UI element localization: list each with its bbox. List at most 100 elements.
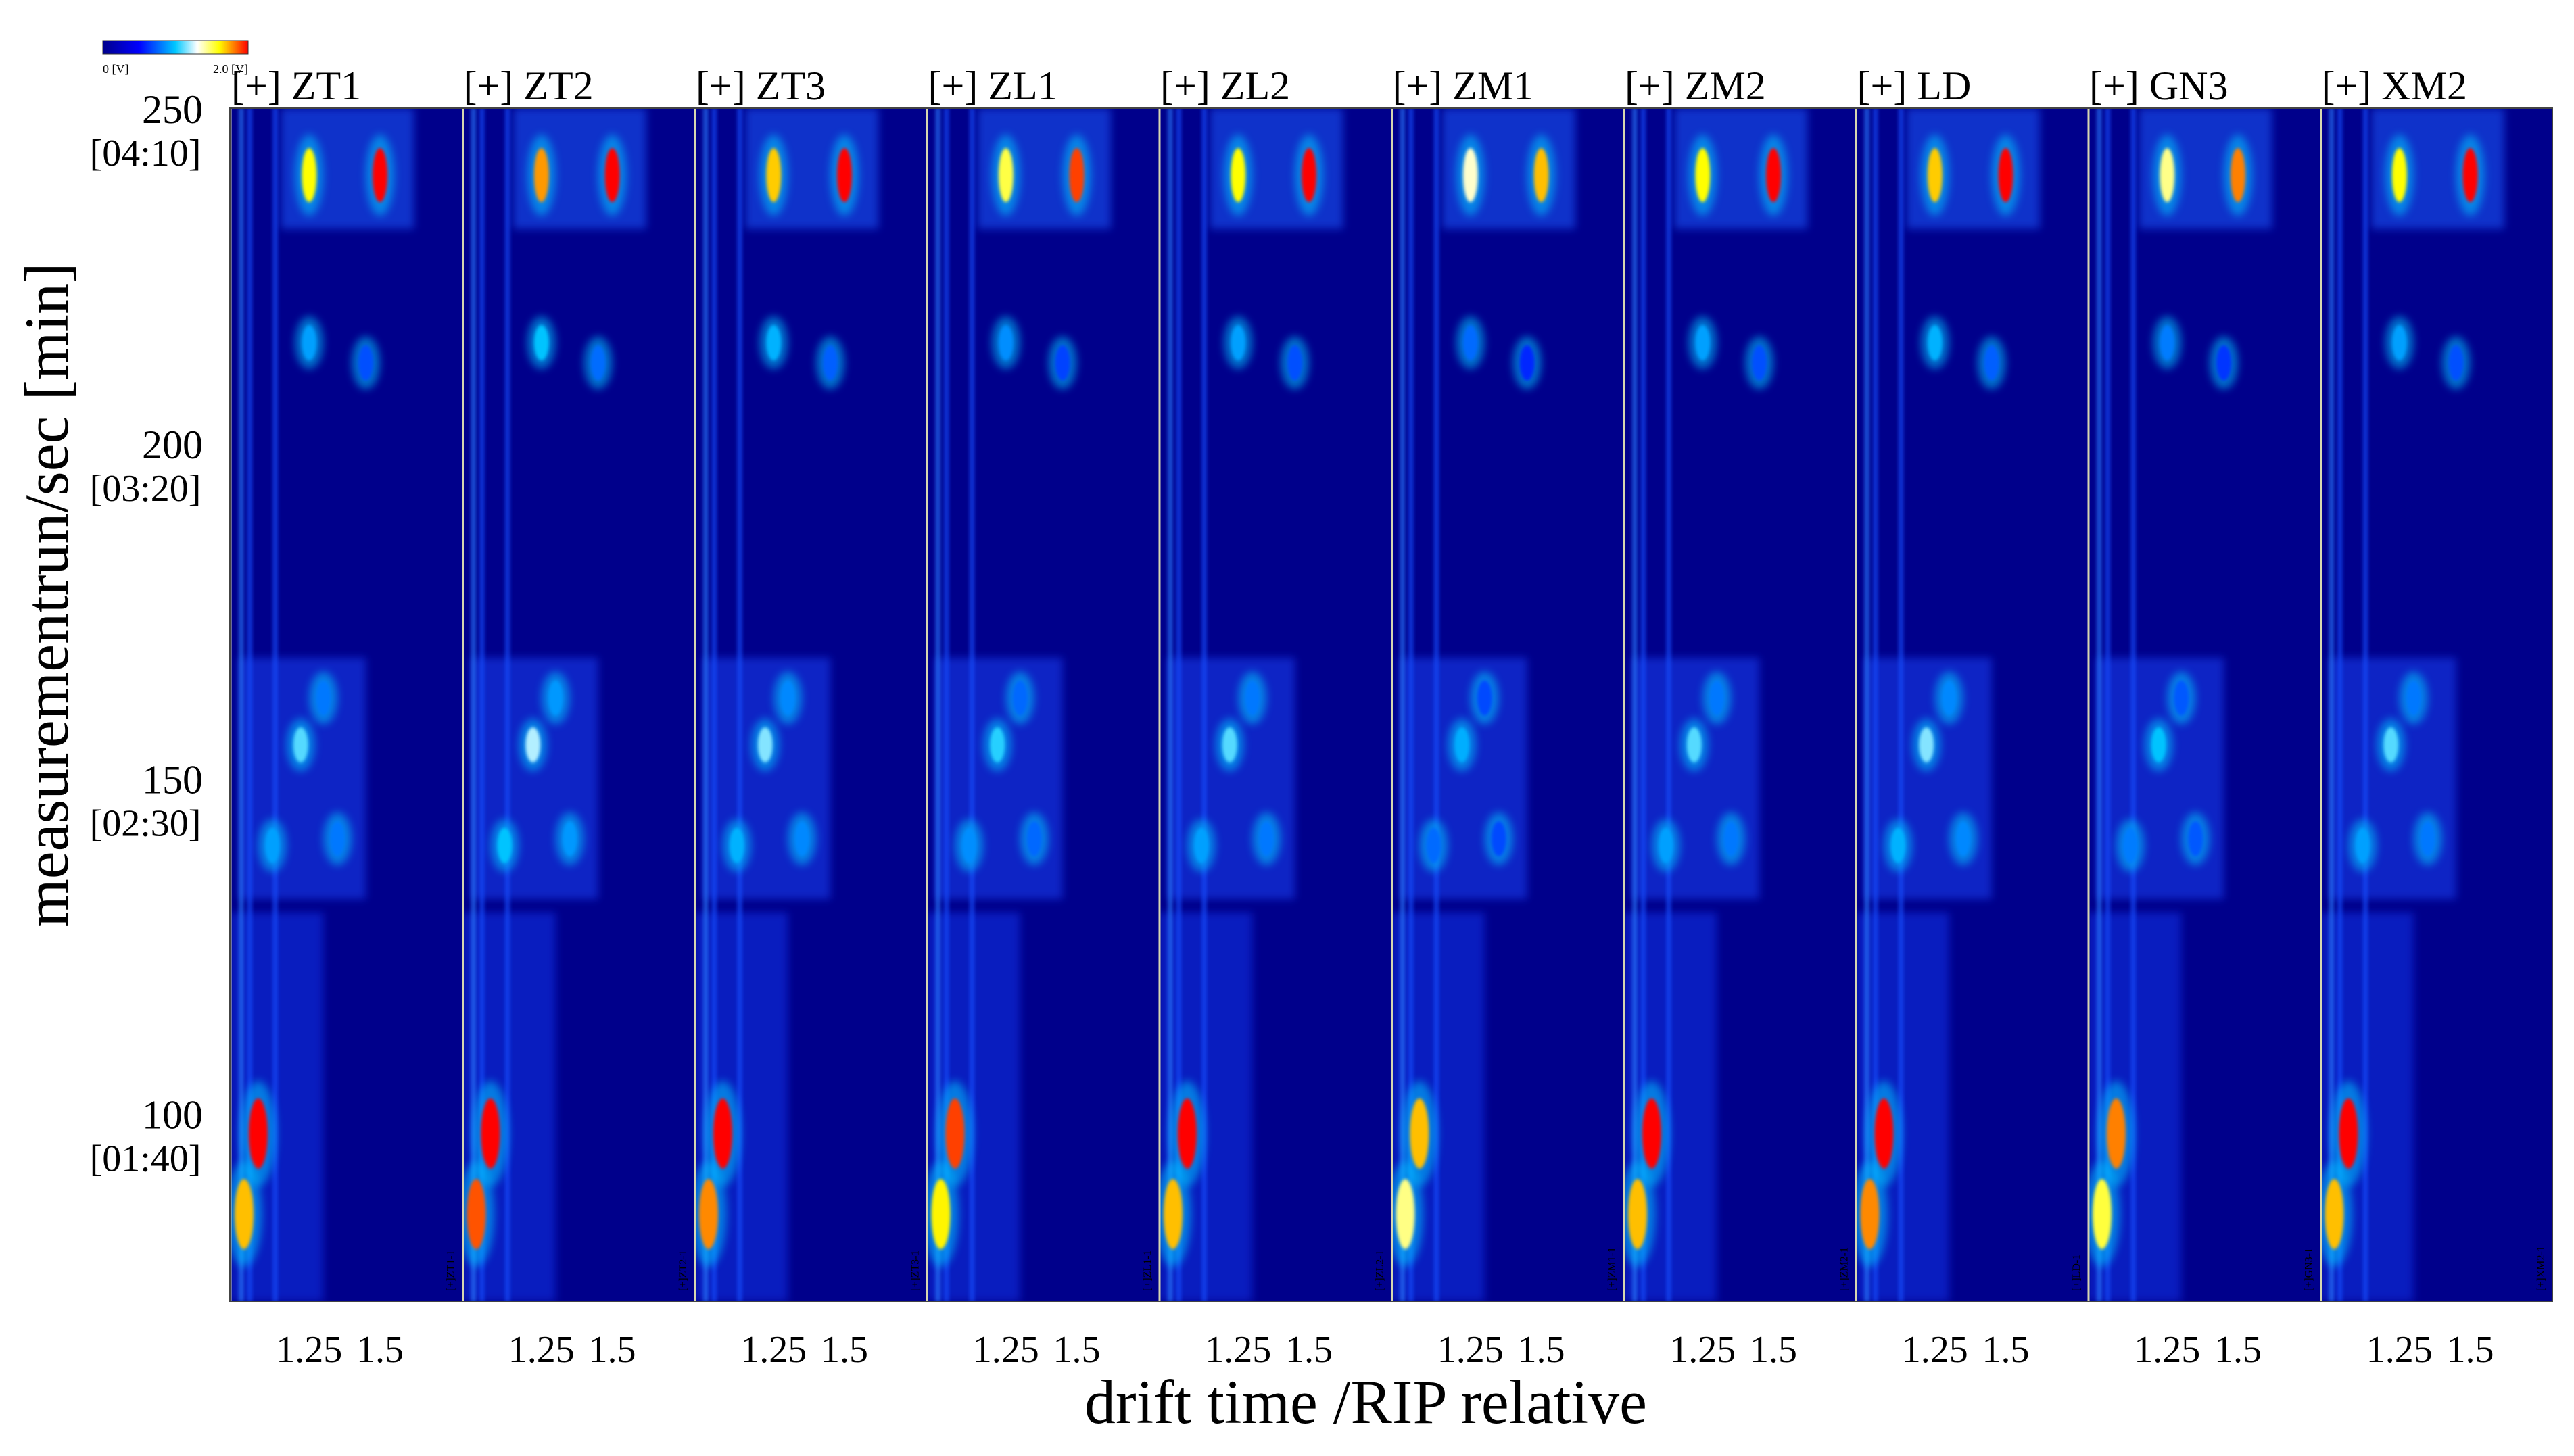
x-tick-label: 1.5 [1518, 1329, 1565, 1371]
peak-zm1-6 [1419, 819, 1448, 872]
x-tick-label: 1.25 [276, 1329, 342, 1371]
peak-xm2-4 [2399, 671, 2428, 725]
panel-title: [+] ZM2 [1625, 64, 1766, 108]
panel-title: [+] ZT2 [464, 64, 594, 108]
y-tick-label: 200 [142, 422, 203, 467]
peak-gn3-6 [2116, 819, 2145, 872]
peak-gn3-9 [2088, 1161, 2120, 1267]
peak-xm2-5 [2377, 718, 2406, 771]
x-tick-label: 1.25 [1669, 1329, 1736, 1371]
peak-ld-9 [1855, 1161, 1888, 1267]
x-tick-label: 1.25 [1205, 1329, 1271, 1371]
peak-zl1-7 [1020, 812, 1049, 865]
peak-zl1-9 [926, 1161, 959, 1267]
peak-zt2-6 [490, 819, 519, 872]
peak-xm2-7 [2413, 812, 2442, 865]
x-tick-label: 1.25 [2366, 1329, 2433, 1371]
peak-zl2-8 [1169, 1081, 1206, 1187]
peak-xm2-1 [2456, 135, 2485, 216]
peak-ld-5 [1912, 718, 1941, 771]
peak-zl1-3 [1048, 336, 1077, 389]
panel-title: [+] ZT1 [231, 64, 361, 108]
y-tick-time-label: [02:30] [90, 803, 201, 845]
peak-zt2-9 [462, 1161, 495, 1267]
peak-zm1-0 [1456, 135, 1485, 216]
peak-zl1-5 [983, 718, 1012, 771]
peak-gn3-5 [2144, 718, 2173, 771]
peak-zl1-6 [955, 819, 984, 872]
panel-sample-tag: [+]ZT1-1 [446, 1250, 457, 1291]
colorbar-gradient [102, 40, 249, 55]
peak-zm2-1 [1759, 135, 1788, 216]
x-tick-label: 1.25 [508, 1329, 575, 1371]
panel-sample-tag: [+]GN3-1 [2304, 1248, 2315, 1291]
peak-zm2-5 [1679, 718, 1709, 771]
peak-zt2-5 [519, 718, 548, 771]
x-tick-label: 1.25 [1437, 1329, 1504, 1371]
panel-ld: [+] LD [+]LD-1 [1855, 64, 2088, 1301]
y-tick-label: 150 [142, 758, 203, 802]
peak-zt2-0 [527, 135, 556, 216]
panel-sample-tag: [+]ZL1-1 [1142, 1250, 1153, 1291]
peak-ld-8 [1865, 1081, 1902, 1187]
peak-zt3-8 [705, 1081, 741, 1187]
peak-zm2-4 [1702, 671, 1732, 725]
x-axis: 1.25 1.5 1.25 1.5 1.25 1.5 1.25 1.5 1.25 1.5 1.25 1… [276, 1329, 2494, 1371]
y-tick-time-label: [04:10] [90, 132, 201, 174]
peak-ld-7 [1949, 812, 1978, 865]
peak-zt1-3 [352, 336, 380, 389]
peak-zm1-3 [1512, 336, 1542, 389]
panel-title: [+] LD [1857, 64, 1972, 108]
peak-zt2-8 [472, 1081, 508, 1187]
peak-zt3-1 [830, 135, 859, 216]
peak-zt1-9 [230, 1161, 262, 1267]
peak-gn3-3 [2210, 336, 2238, 389]
x-tick-label: 1.5 [1982, 1329, 2030, 1371]
peak-zt2-1 [598, 135, 627, 216]
peak-zm1-7 [1484, 812, 1513, 865]
colorbar-max-label: 2.0 [V] [213, 62, 248, 76]
peak-zm1-1 [1527, 135, 1556, 216]
peak-zm2-9 [1623, 1161, 1656, 1267]
peak-zt1-4 [309, 671, 338, 725]
heatmap-panels: [+] ZT1[+]ZT1-1[+] ZT2[+]ZT2-1[+] ZT3[+]… [229, 64, 2553, 1302]
peak-zt1-2 [295, 316, 324, 370]
y-axis-label: measurementrun/sec [min] [12, 262, 81, 927]
peak-gn3-8 [2098, 1081, 2135, 1187]
peak-ld-0 [1920, 135, 1949, 216]
x-tick-label: 1.5 [589, 1329, 636, 1371]
peak-zt3-0 [759, 135, 788, 216]
peak-ld-2 [1920, 316, 1949, 370]
plot-frame [229, 107, 2553, 1302]
peak-zl2-4 [1238, 671, 1267, 725]
peak-zl1-2 [991, 316, 1020, 370]
peak-zt2-3 [583, 336, 613, 389]
panel-sample-tag: [+]ZM1-1 [1606, 1247, 1618, 1291]
peak-zl2-1 [1295, 135, 1323, 216]
peak-zm2-3 [1745, 336, 1773, 389]
x-tick-label: 1.5 [2214, 1329, 2262, 1371]
panel-title: [+] GN3 [2089, 64, 2228, 108]
peak-xm2-0 [2385, 135, 2414, 216]
y-tick-label: 250 [142, 87, 203, 132]
x-tick-label: 1.5 [1285, 1329, 1333, 1371]
y-axis: 250[04:10] 200[03:20] 150[02:30] 100[01:40] [90, 87, 203, 1180]
panel-zt1: [+] ZT1 [+]ZT1-1 [229, 64, 462, 1301]
x-tick-label: 1.5 [821, 1329, 868, 1371]
peak-zm2-0 [1688, 135, 1717, 216]
peak-xm2-2 [2385, 316, 2414, 370]
peak-zt3-2 [759, 316, 788, 370]
peak-gn3-0 [2153, 135, 2182, 216]
panel-zt3: [+] ZT3 [+]ZT3-1 [694, 64, 927, 1301]
panel-title: [+] ZM1 [1393, 64, 1534, 108]
peak-zt1-0 [295, 135, 324, 216]
peak-ld-3 [1977, 336, 2006, 389]
x-tick-label: 1.25 [1902, 1329, 1968, 1371]
peak-zt1-1 [366, 135, 394, 216]
peak-zt3-7 [788, 812, 817, 865]
panel-gn3: [+] GN3 [+]GN3-1 [2087, 64, 2320, 1301]
peak-zl2-0 [1224, 135, 1253, 216]
x-tick-label: 1.25 [740, 1329, 807, 1371]
y-tick-label: 100 [142, 1092, 203, 1137]
peak-zl2-6 [1187, 819, 1216, 872]
